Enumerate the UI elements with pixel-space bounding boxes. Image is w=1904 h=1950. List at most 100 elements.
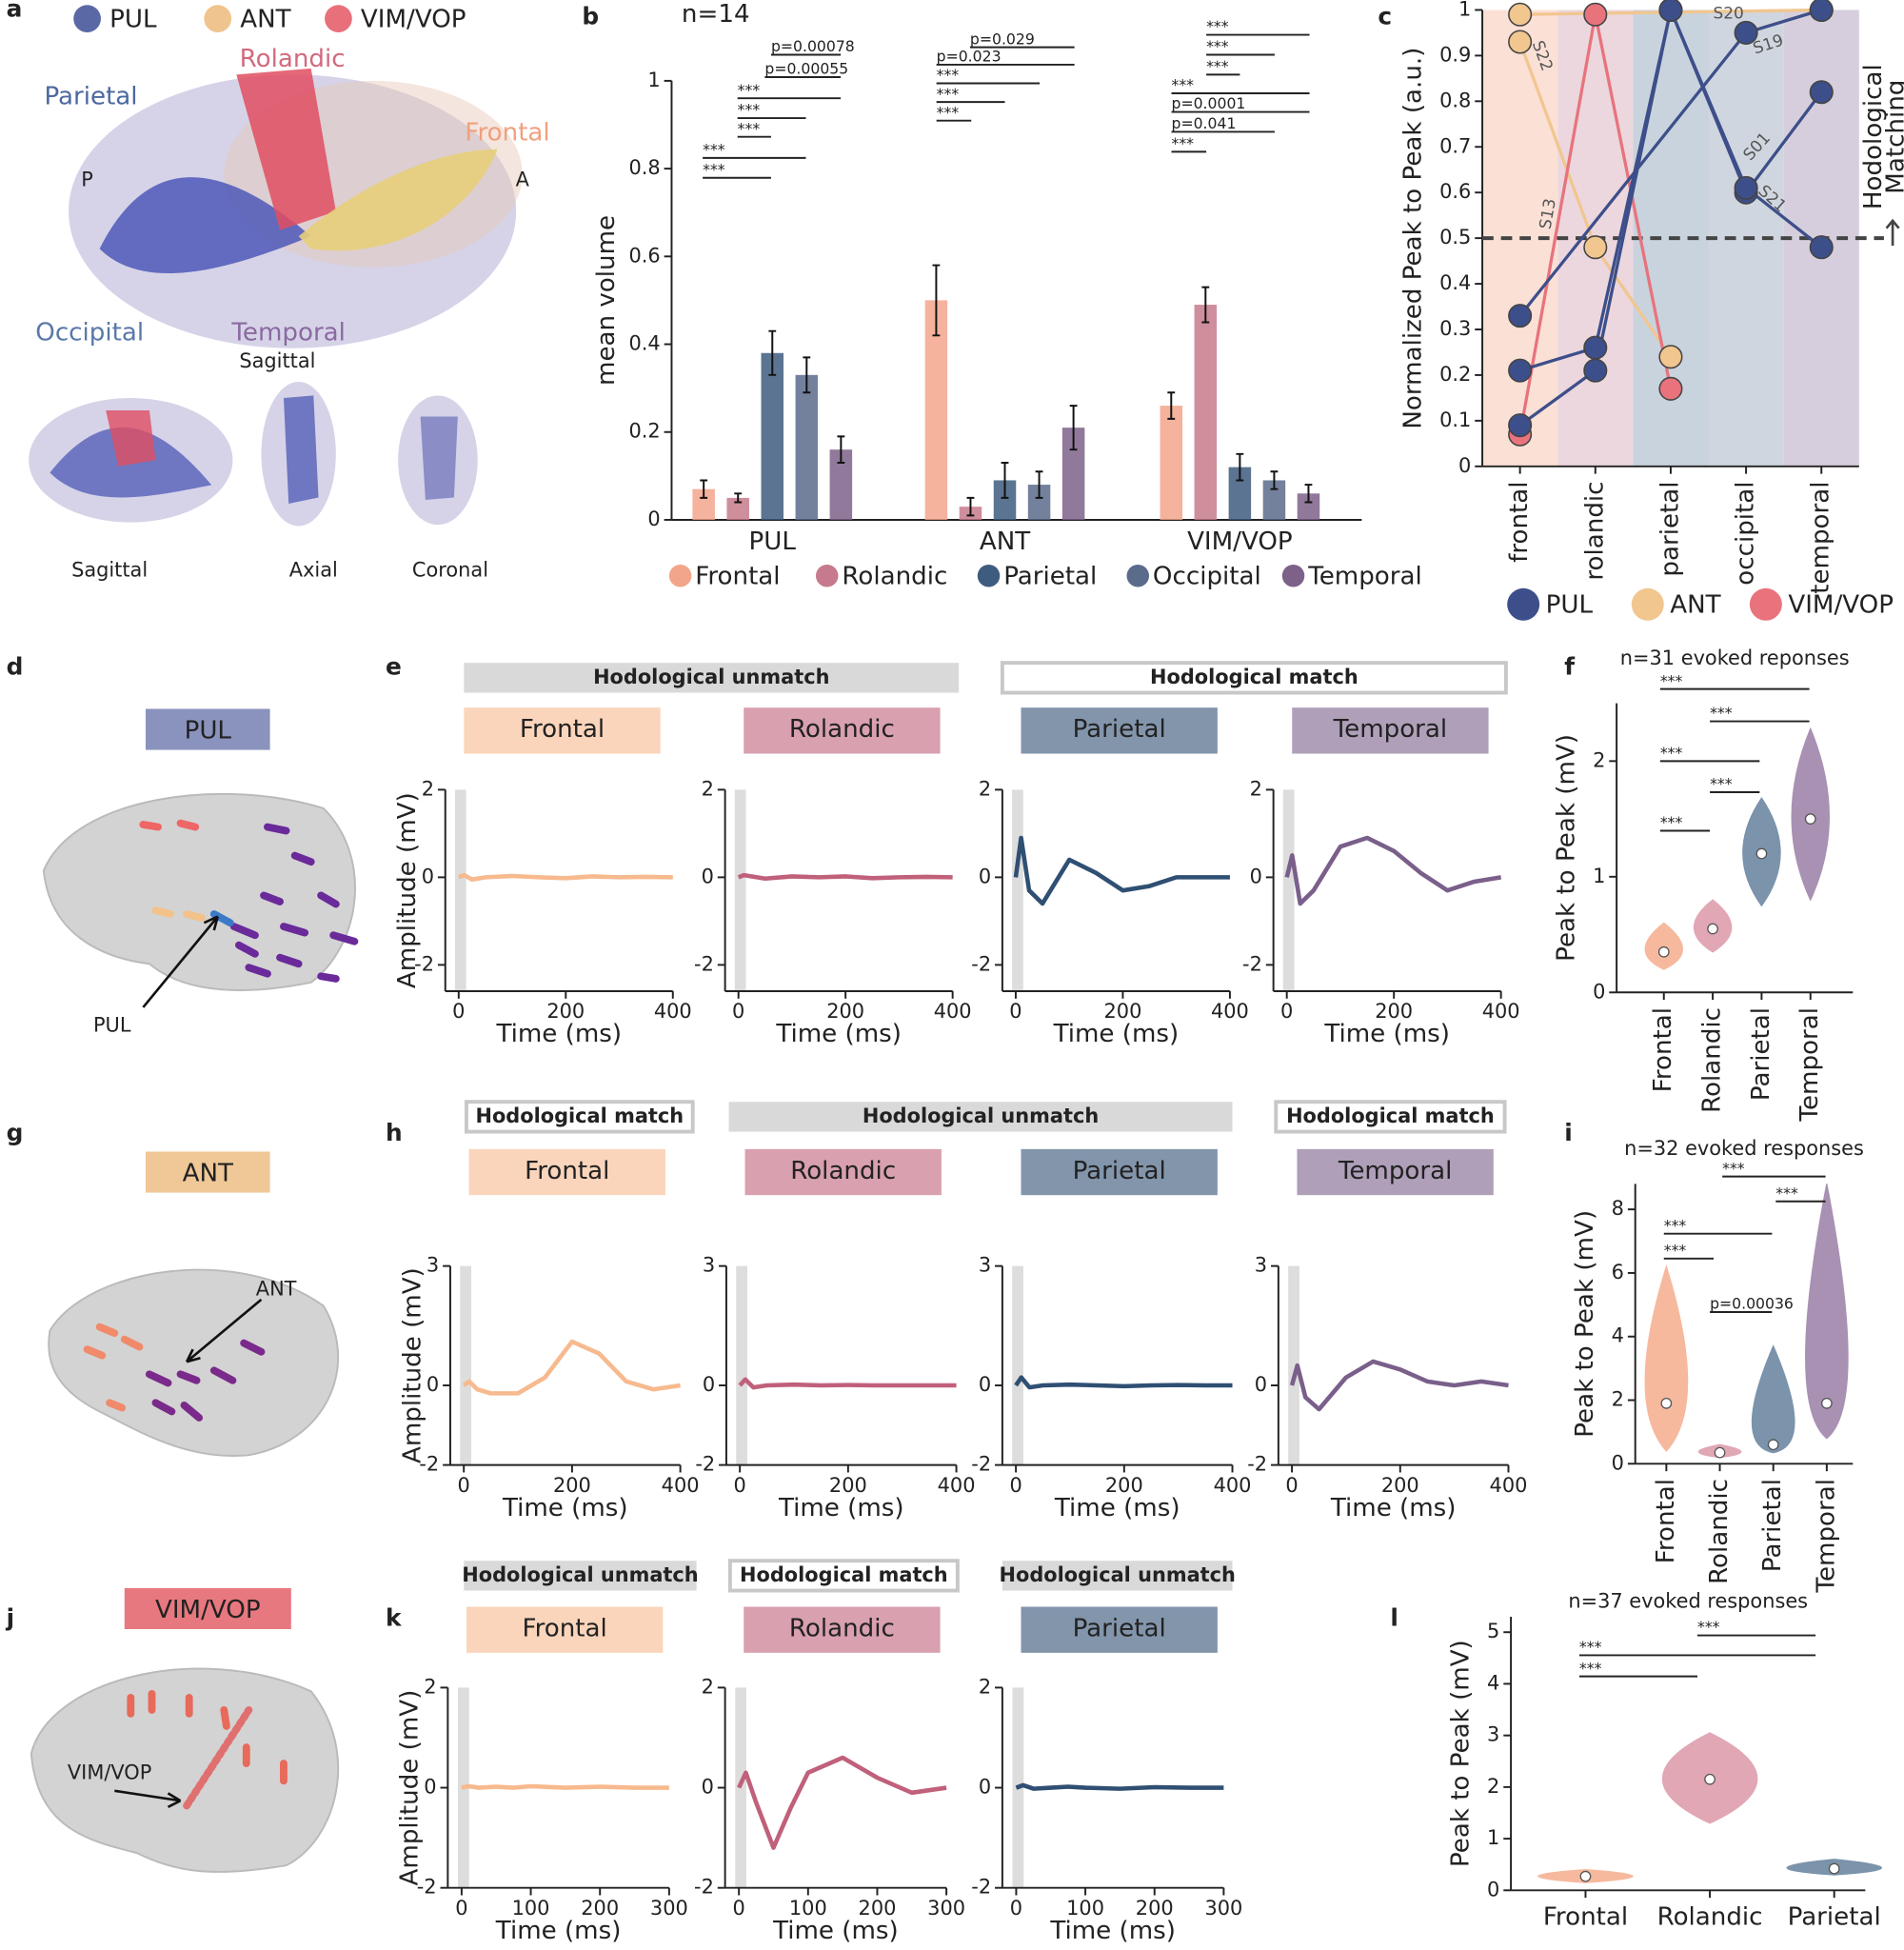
y-tick-label: -2: [971, 1876, 991, 1899]
significance-label: ***: [937, 85, 960, 103]
median: [1804, 813, 1816, 825]
panel-letter: a: [7, 0, 23, 22]
panel-letter: k: [386, 1604, 402, 1632]
x-tick-label: 400: [1490, 1474, 1528, 1497]
region-label: Occipital: [35, 319, 144, 348]
x-tick-label: Rolandic: [1698, 1007, 1727, 1113]
x-axis-label: Time (ms): [772, 1917, 899, 1945]
panel-title: Parietal: [1073, 1157, 1166, 1185]
arrows: [114, 915, 263, 1808]
panel-letter: c: [1378, 2, 1392, 30]
trace: [1284, 835, 1502, 906]
y-tick-label: 0: [426, 1373, 439, 1396]
violin: [1644, 922, 1683, 970]
y-tick-label: 3: [426, 1254, 439, 1277]
y-tick-label: 0.8: [629, 156, 661, 179]
x-tick-label: 0: [455, 1897, 467, 1920]
panel-title: Frontal: [520, 715, 605, 744]
y-tick-label: 0: [979, 865, 991, 887]
panel-title: Rolandic: [789, 715, 895, 744]
y-tick-label: 0.3: [1439, 317, 1471, 340]
trace: [737, 1755, 947, 1850]
bar: [1228, 467, 1252, 520]
panel-title: Parietal: [1073, 1615, 1166, 1643]
x-tick-label: 200: [1375, 1000, 1413, 1023]
y-tick-label: 1: [1458, 0, 1471, 20]
median: [1767, 1439, 1779, 1451]
x-tick-label: 0: [732, 1000, 744, 1023]
title-box: [468, 1148, 665, 1196]
significance-label: ***: [1775, 1184, 1798, 1202]
point: [1583, 335, 1608, 360]
threshold-label: Matching: [1882, 80, 1904, 194]
y-tick-label: 2: [1612, 1388, 1624, 1411]
x-tick-label: 200: [581, 1897, 619, 1920]
nucleus-label: PUL: [185, 717, 232, 746]
x-axis-label: Time (ms): [1054, 1494, 1180, 1522]
significance-label: ***: [1722, 1159, 1745, 1177]
x-tick-label: 300: [927, 1897, 965, 1920]
x-tick-label: rolandic: [1580, 481, 1609, 580]
header-box: [464, 1561, 697, 1591]
x-tick-label: occipital: [1732, 481, 1760, 585]
x-tick-label: 200: [1105, 1474, 1143, 1497]
x-tick-label: Parietal: [1788, 1903, 1881, 1932]
y-tick-label: -2: [417, 1876, 437, 1899]
header-label: Hodological unmatch: [593, 666, 829, 688]
x-axis-label: Time (ms): [495, 1917, 622, 1945]
y-axis-label: mean volume: [592, 215, 621, 386]
error-bar: [768, 329, 777, 376]
x-axis-label: Time (ms): [502, 1494, 628, 1522]
trace: [1289, 1359, 1509, 1412]
error-bar: [932, 264, 941, 337]
title-box: [744, 1148, 942, 1196]
y-tick-label: 4: [1487, 1671, 1499, 1694]
panel-letter: d: [7, 652, 24, 680]
median: [1707, 923, 1718, 935]
y-tick-label: 0.8: [1439, 89, 1471, 111]
stimulus-window: [1288, 1265, 1299, 1465]
header-box: [464, 1100, 695, 1134]
x-tick-label: ANT: [980, 527, 1031, 556]
point: [1658, 376, 1683, 401]
legend-marker: [1126, 564, 1150, 587]
chart-title: n=37 evoked responses: [1568, 1589, 1808, 1612]
x-tick-label: 0: [458, 1474, 470, 1497]
significance-label: ***: [703, 141, 725, 159]
y-tick-label: -2: [414, 952, 434, 975]
legend-marker: [668, 564, 692, 587]
stimulus-window: [1012, 1265, 1023, 1465]
trace: [738, 1377, 957, 1390]
legend-label: Frontal: [695, 563, 780, 591]
panel-title: Rolandic: [789, 1615, 895, 1643]
y-tick-label: 0: [1250, 865, 1262, 887]
x-tick-label: Temporal: [1812, 1479, 1840, 1594]
x-axis-label: Time (ms): [1053, 1020, 1180, 1048]
median: [1755, 847, 1768, 860]
legend-label: Parietal: [1003, 563, 1097, 591]
significance-label: ***: [738, 101, 761, 119]
point: [1508, 413, 1533, 438]
y-tick-label: 0.5: [1439, 226, 1471, 249]
significance-label: p=0.029: [970, 30, 1035, 48]
y-tick-label: 6: [1612, 1261, 1624, 1283]
y-tick-label: 2: [422, 777, 434, 800]
x-tick-label: Frontal: [1543, 1903, 1628, 1932]
error-bar: [1069, 405, 1078, 451]
x-tick-label: 200: [859, 1897, 897, 1920]
error-bar: [1270, 470, 1279, 490]
bar: [993, 480, 1017, 520]
y-axis-label: Peak to Peak (mV): [1446, 1640, 1475, 1867]
error-bar: [1201, 286, 1210, 324]
legend-marker: [815, 564, 839, 587]
error-bar: [734, 492, 743, 504]
y-tick-label: -2: [971, 1453, 991, 1476]
y-tick-label: 4: [1612, 1324, 1624, 1347]
title-box: [1297, 1148, 1494, 1196]
point: [1583, 235, 1608, 260]
point: [1508, 304, 1533, 328]
pointer-label: VIM/VOP: [68, 1761, 151, 1784]
title-box: [464, 707, 661, 754]
x-tick-label: 300: [650, 1897, 688, 1920]
